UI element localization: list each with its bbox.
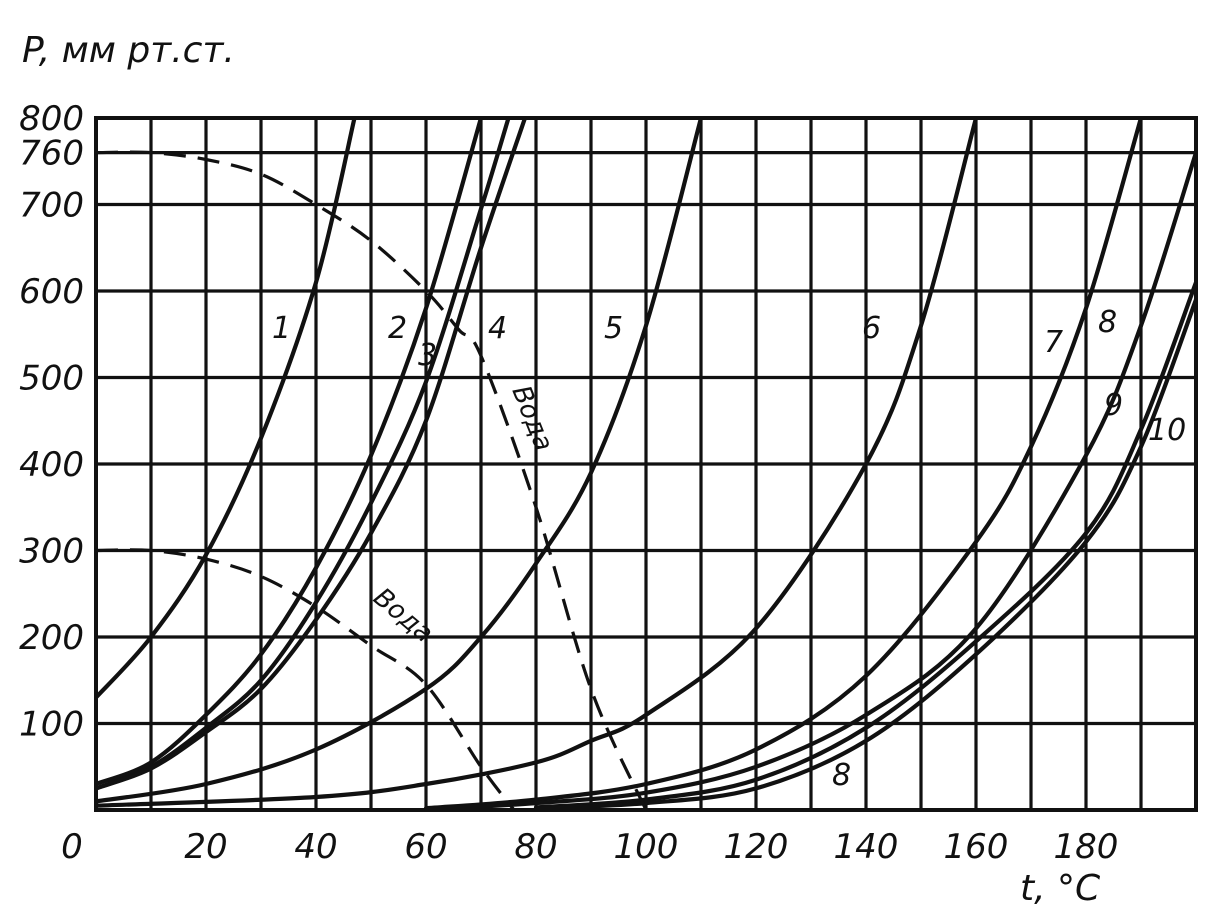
- series-lines: [96, 116, 1196, 810]
- y-axis-title: P, мм рт.ст.: [22, 30, 235, 71]
- series-line-6: [96, 116, 979, 808]
- series-line-10: [533, 297, 1196, 810]
- x-tick-label: 40: [294, 827, 337, 867]
- x-axis-title: t, °C: [1020, 868, 1101, 909]
- curve-label-8: 8: [1098, 305, 1117, 340]
- y-tick-label: 600: [19, 272, 84, 312]
- series-line-2: [96, 116, 484, 787]
- curve-label-5: 5: [604, 311, 623, 346]
- curve-label-4: 4: [488, 311, 507, 346]
- x-tick-label: 0: [61, 827, 83, 867]
- curve-label-6: 6: [862, 311, 881, 346]
- plot-border: [94, 116, 1198, 812]
- x-tick-label: 160: [944, 827, 1009, 867]
- series-line-4: [96, 116, 528, 791]
- y-tick-label: 300: [19, 532, 84, 572]
- curve-label-3: 3: [418, 338, 437, 373]
- x-tick-labels: 0 20 40 60 80 100 120 140 160 180: [61, 827, 1118, 867]
- series-line-8: [423, 150, 1196, 810]
- grid: [96, 118, 1196, 810]
- curve-label-2: 2: [388, 311, 407, 346]
- curve-label-10: 10: [1148, 413, 1186, 448]
- water-dashed-curve-2: [96, 548, 516, 810]
- series-line-3: [96, 116, 511, 791]
- x-tick-label: 100: [614, 827, 679, 867]
- plot-frame: [94, 116, 1198, 812]
- curve-label-7: 7: [1044, 325, 1063, 360]
- x-tick-label: 20: [184, 827, 227, 867]
- series-line-5: [96, 116, 704, 804]
- x-tick-label: 180: [1054, 827, 1119, 867]
- x-tick-label: 120: [724, 827, 789, 867]
- series-line-9: [533, 280, 1196, 810]
- water-dashed-curves: [96, 150, 648, 810]
- series-line-1: [96, 116, 357, 700]
- water-label-lower: Вода: [368, 582, 439, 648]
- y-tick-label: 100: [19, 705, 84, 745]
- x-tick-label: 140: [834, 827, 899, 867]
- y-tick-label: 800: [19, 99, 84, 139]
- curve-label-8-lower: 8: [832, 758, 851, 793]
- y-tick-label: 760: [19, 134, 84, 174]
- y-tick-label: 500: [19, 359, 84, 399]
- y-tick-label: 400: [19, 445, 84, 485]
- series-line-7: [423, 116, 1144, 810]
- y-tick-label: 700: [19, 186, 84, 226]
- curve-label-9: 9: [1104, 388, 1123, 423]
- curve-label-1: 1: [272, 311, 291, 346]
- x-tick-label: 60: [404, 827, 447, 867]
- x-tick-label: 80: [514, 827, 557, 867]
- water-dashed-curve-1: [96, 150, 648, 810]
- y-tick-label: 200: [19, 618, 84, 658]
